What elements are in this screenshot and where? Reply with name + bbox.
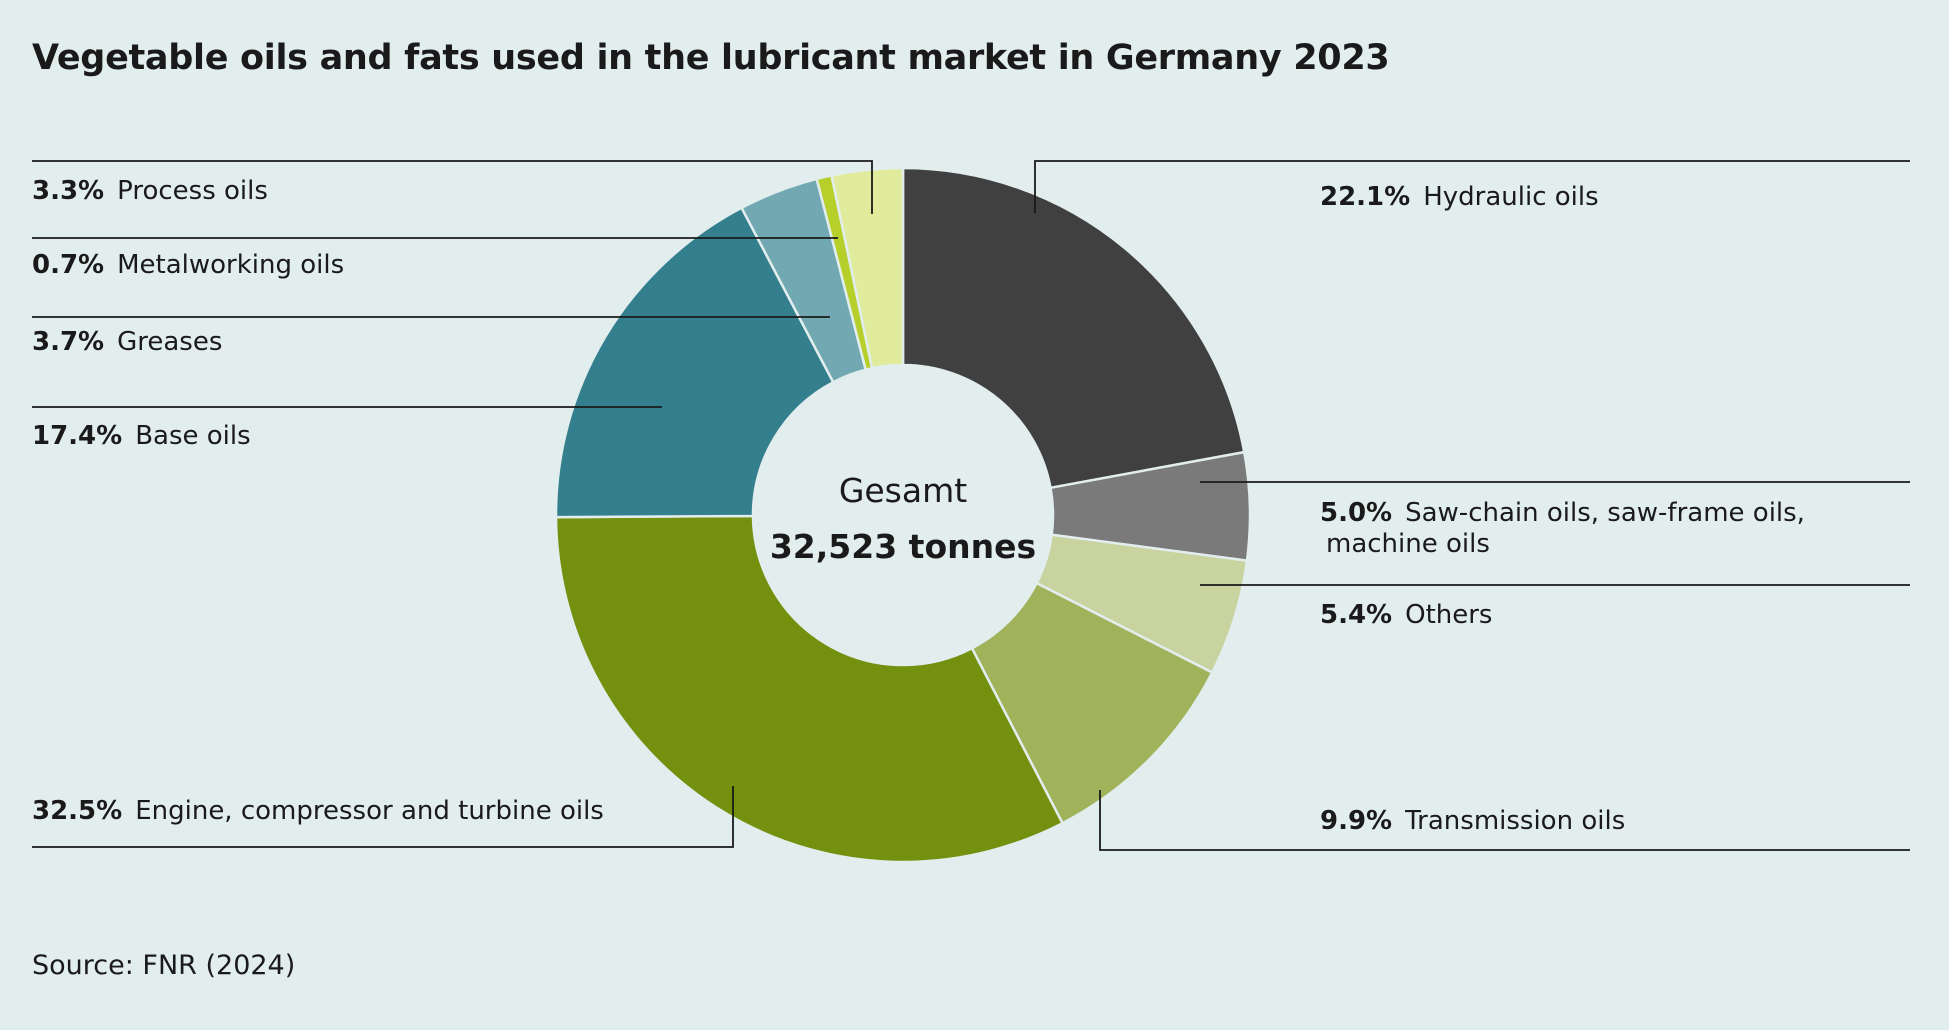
center-label: Gesamt — [839, 471, 967, 510]
slice-1 — [901, 166, 1246, 490]
leader-line-5 — [32, 786, 734, 848]
slice-label-5: 32.5% Engine, compressor and turbine oil… — [32, 796, 604, 826]
slice-label-9: 3.3% Process oils — [32, 176, 268, 206]
slice-label-7: 3.7% Greases — [32, 327, 222, 357]
leader-line-9 — [32, 160, 873, 214]
source-note: Source: FNR (2024) — [32, 950, 296, 981]
leader-line-4 — [1099, 790, 1910, 851]
slice-label-2: 5.0% Saw-chain oils, saw-frame oils, — [1320, 498, 1805, 528]
slice-label-4: 9.9% Transmission oils — [1320, 806, 1625, 836]
leader-line-1 — [1034, 160, 1910, 213]
chart-title: Vegetable oils and fats used in the lubr… — [32, 38, 1390, 78]
slice-label-2-line2: machine oils — [1326, 529, 1490, 559]
slice-label-6: 17.4% Base oils — [32, 421, 251, 451]
slice-label-3: 5.4% Others — [1320, 600, 1492, 630]
center-total: 32,523 tonnes — [770, 527, 1036, 566]
slice-label-8: 0.7% Metalworking oils — [32, 250, 344, 280]
slice-label-1: 22.1% Hydraulic oils — [1320, 182, 1599, 212]
slice-5 — [554, 514, 1065, 864]
slice-9 — [830, 166, 905, 370]
slice-6 — [554, 206, 835, 519]
